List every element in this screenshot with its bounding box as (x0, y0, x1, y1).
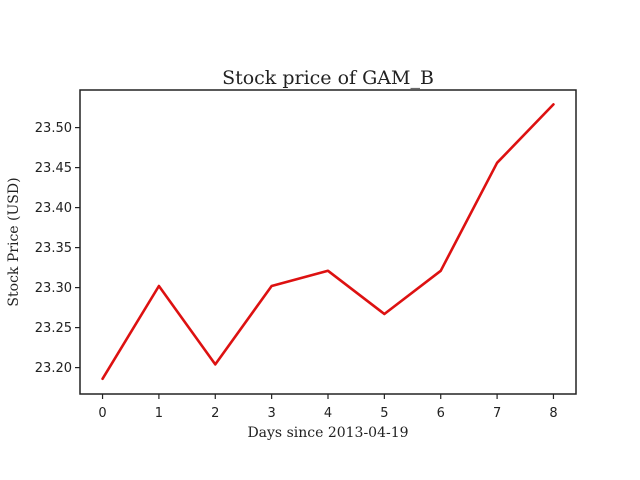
y-axis: 23.20 23.25 23.30 23.35 23.40 23.45 23.50 (35, 121, 80, 376)
y-tick-label: 23.50 (35, 121, 72, 136)
y-tick-label: 23.35 (35, 241, 72, 256)
x-tick-label: 3 (267, 406, 275, 421)
x-axis-label: Days since 2013-04-19 (247, 425, 408, 441)
y-tick-label: 23.20 (35, 361, 72, 376)
y-tick-label: 23.45 (35, 161, 72, 176)
x-tick-label: 5 (380, 406, 388, 421)
x-axis: 0 1 2 3 4 5 6 7 8 (98, 394, 558, 421)
x-tick-label: 8 (549, 406, 557, 421)
series-line (101, 103, 555, 381)
y-axis-label: Stock Price (USD) (6, 177, 22, 306)
plot-area-frame (79, 89, 577, 395)
x-tick-label: 2 (211, 406, 219, 421)
series-group (101, 103, 555, 381)
x-tick-label: 4 (324, 406, 332, 421)
y-tick-label: 23.40 (35, 201, 72, 216)
y-tick-label: 23.30 (35, 281, 72, 296)
chart-title: Stock price of GAM_B (222, 67, 434, 89)
y-tick-label: 23.25 (35, 321, 72, 336)
x-tick-label: 1 (155, 406, 163, 421)
x-tick-label: 0 (98, 406, 106, 421)
x-tick-label: 6 (437, 406, 445, 421)
x-tick-label: 7 (493, 406, 501, 421)
